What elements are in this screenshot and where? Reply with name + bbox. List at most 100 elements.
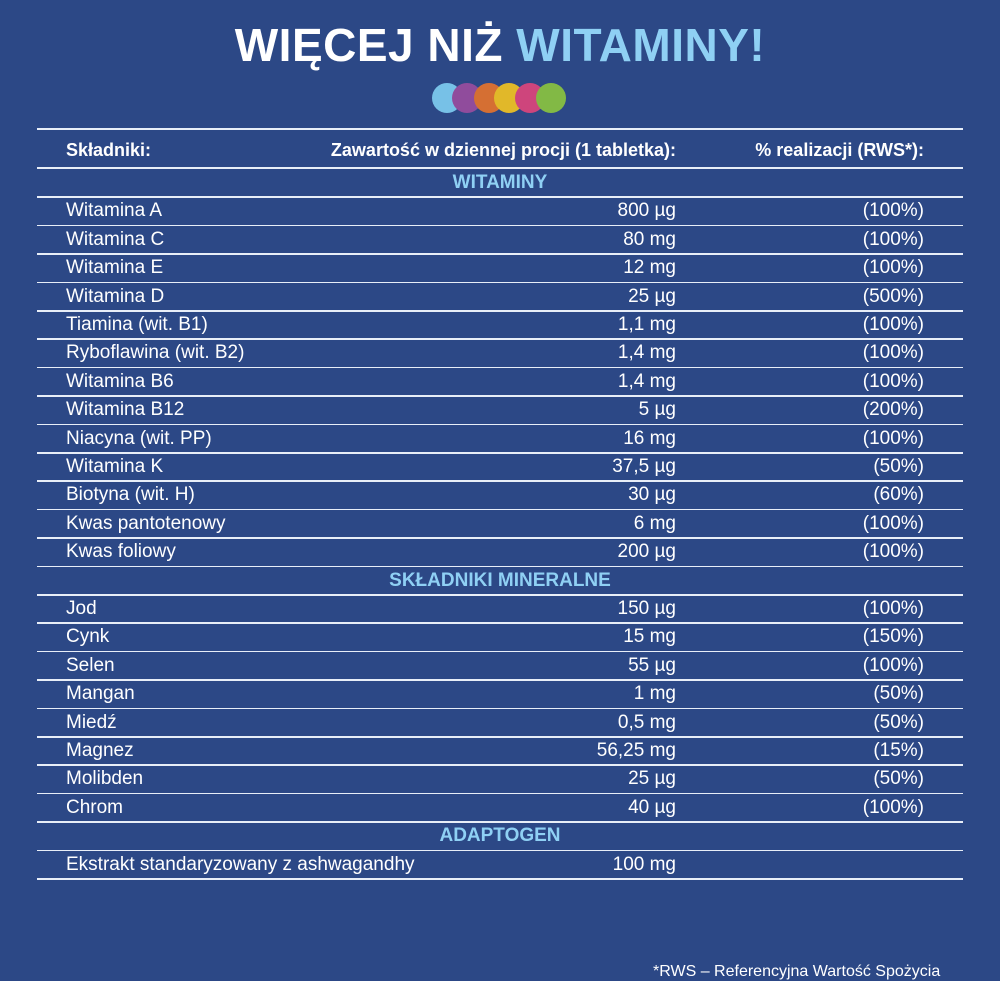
rws-percent: (100%) [862, 654, 924, 676]
amount: 37,5 µg [612, 456, 676, 477]
rule [37, 878, 963, 880]
rws-percent: (200%) [862, 399, 924, 421]
rws-percent: (100%) [862, 370, 924, 392]
amount: 6 mg [633, 512, 676, 534]
rule [37, 196, 963, 198]
amount: 16 mg [623, 427, 676, 449]
ingredient-name: Magnez [66, 740, 134, 761]
ingredient-name: Selen [66, 654, 115, 676]
rule [37, 764, 963, 766]
ingredient-name: Kwas foliowy [66, 541, 176, 563]
ingredient-name: Biotyna (wit. H) [66, 484, 195, 506]
ingredient-name: Miedź [66, 711, 117, 733]
rule [37, 366, 963, 369]
ingredient-name: Mangan [66, 683, 135, 705]
title-accent: WITAMINY! [516, 19, 766, 71]
rws-percent: (60%) [873, 484, 924, 506]
amount: 25 µg [628, 285, 676, 307]
rws-percent: (100%) [862, 541, 924, 563]
ingredient-name: Witamina C [66, 228, 165, 250]
rule [37, 338, 963, 340]
rws-percent: (100%) [862, 342, 924, 364]
amount: 0,5 mg [617, 711, 676, 733]
rule [37, 167, 963, 169]
ingredient-name: Witamina D [66, 285, 165, 307]
ingredient-name: Chrom [66, 796, 124, 818]
rws-percent: (100%) [862, 257, 924, 279]
amount: 12 mg [623, 257, 676, 279]
title: WIĘCEJ NIŻ WITAMINY! [0, 18, 1000, 72]
amount: 1,1 mg [617, 314, 676, 335]
rule [37, 594, 963, 596]
ingredient-name: Tiamina (wit. B1) [66, 314, 208, 335]
rule [37, 508, 963, 511]
amount: 30 µg [628, 484, 676, 506]
ingredient-name: Witamina A [66, 200, 163, 222]
amount: 55 µg [628, 654, 676, 676]
amount: 1 mg [633, 683, 676, 705]
rule [37, 622, 963, 624]
amount: 80 mg [623, 228, 676, 250]
rule [37, 423, 963, 426]
rule [37, 480, 963, 482]
ingredient-name: Ryboflawina (wit. B2) [66, 342, 245, 364]
section-title: WITAMINY [452, 172, 548, 193]
rws-percent: (100%) [862, 512, 924, 534]
rws-percent: (100%) [862, 598, 924, 619]
title-main: WIĘCEJ NIŻ [234, 19, 504, 71]
amount: 15 mg [623, 626, 676, 648]
amount: 200 µg [617, 541, 677, 563]
rule [37, 281, 963, 284]
rule [37, 224, 963, 227]
rule [37, 395, 963, 397]
amount: 100 mg [612, 853, 676, 875]
rws-percent: (100%) [862, 314, 924, 335]
rws-percent: (100%) [862, 427, 924, 449]
ingredient-name: Witamina B6 [66, 370, 174, 392]
section-title: SKŁADNIKI MINERALNE [389, 569, 611, 591]
rule [37, 537, 963, 539]
amount: 800 µg [617, 200, 677, 222]
rws-percent: (100%) [862, 796, 924, 818]
amount: 56,25 mg [596, 740, 676, 761]
rule [37, 736, 963, 738]
amount: 1,4 mg [617, 370, 676, 392]
rws-percent: (50%) [873, 683, 924, 705]
color-dots [432, 83, 566, 113]
amount: 1,4 mg [617, 342, 676, 364]
rws-percent: (15%) [873, 740, 924, 761]
amount: 25 µg [628, 768, 676, 790]
ingredient-name: Witamina K [66, 456, 164, 477]
rule [37, 310, 963, 312]
rws-percent: (50%) [873, 456, 924, 477]
rule [37, 565, 963, 568]
ingredient-name: Witamina B12 [66, 399, 185, 421]
amount: 150 µg [617, 598, 677, 619]
section-title: ADAPTOGEN [439, 825, 561, 847]
rws-percent: (50%) [873, 711, 924, 733]
rws-percent: (100%) [862, 200, 924, 222]
ingredient-name: Ekstrakt standaryzowany z ashwagandhy [66, 853, 415, 875]
amount: 5 µg [638, 399, 676, 421]
rws-percent: (100%) [862, 228, 924, 250]
rule [37, 253, 963, 255]
rule [37, 707, 963, 710]
rule [37, 849, 963, 852]
rule [37, 128, 963, 130]
rws-percent: (500%) [862, 285, 924, 307]
rule [37, 679, 963, 681]
column-header: % realizacji (RWS*): [755, 140, 924, 160]
rule [37, 650, 963, 653]
ingredient-name: Witamina E [66, 257, 164, 279]
rws-percent: (50%) [873, 768, 924, 790]
ingredient-name: Cynk [66, 626, 110, 648]
rws-percent: (150%) [862, 626, 924, 648]
ingredient-name: Kwas pantotenowy [66, 512, 226, 534]
rule [37, 452, 963, 454]
footnote: *RWS – Referencyjna Wartość Spożycia [653, 963, 941, 980]
ingredient-name: Niacyna (wit. PP) [66, 427, 212, 449]
ingredient-name: Jod [66, 598, 97, 619]
ingredient-name: Molibden [66, 768, 144, 790]
amount: 40 µg [628, 796, 676, 818]
